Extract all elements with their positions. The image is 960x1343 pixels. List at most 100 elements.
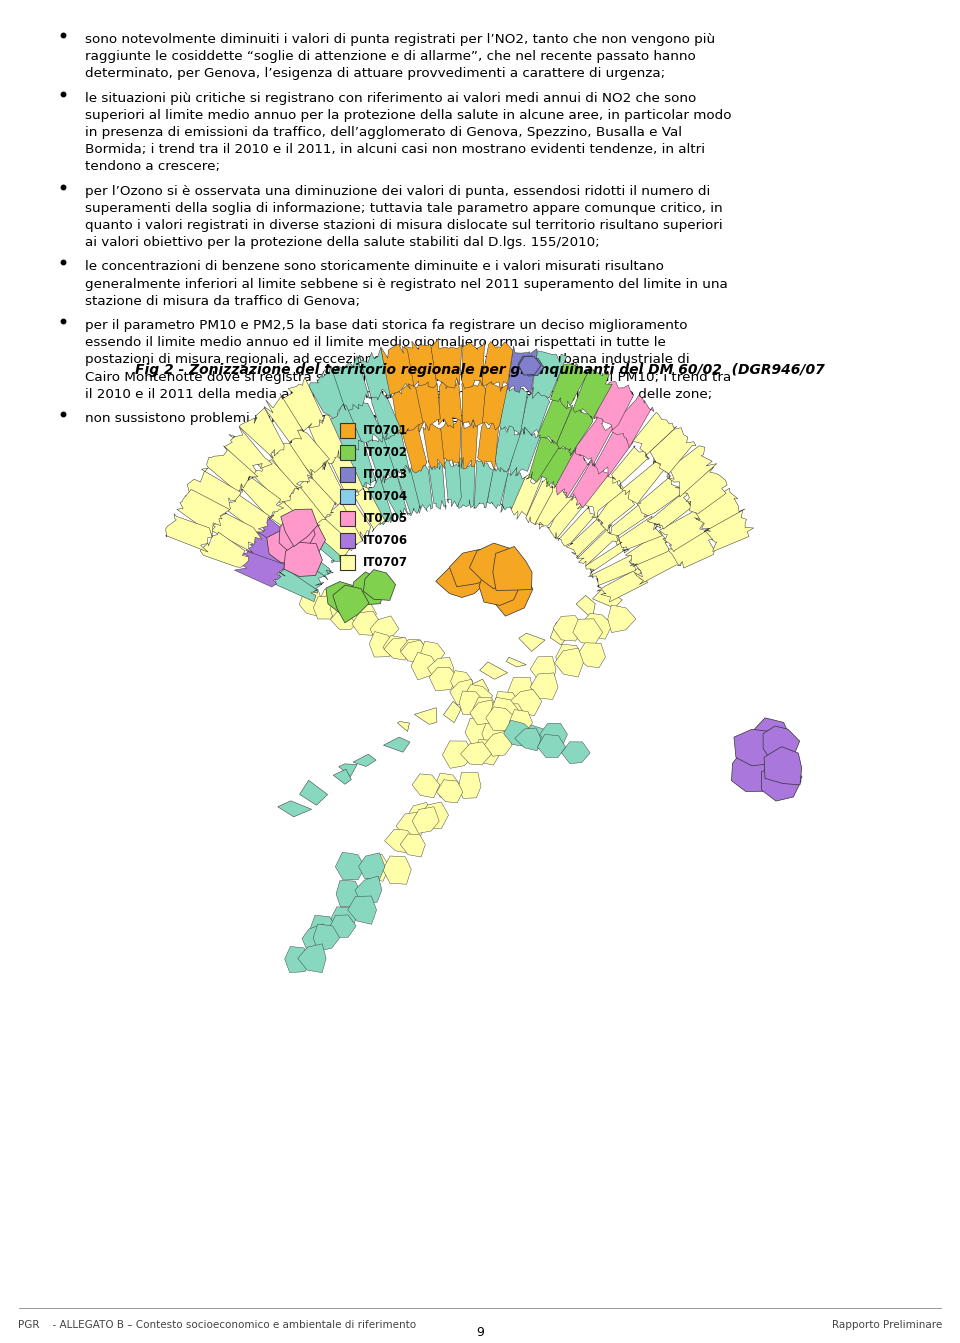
Polygon shape [509, 709, 533, 733]
Polygon shape [492, 547, 532, 591]
Polygon shape [491, 697, 519, 721]
Text: le concentrazioni di benzene sono storicamente diminuite e i valori misurati ris: le concentrazioni di benzene sono storic… [85, 261, 664, 274]
Polygon shape [761, 761, 801, 800]
Polygon shape [558, 505, 598, 547]
Polygon shape [360, 477, 395, 525]
Polygon shape [279, 555, 328, 590]
Polygon shape [490, 571, 533, 616]
Polygon shape [415, 708, 437, 724]
Polygon shape [459, 458, 475, 509]
Polygon shape [530, 657, 556, 684]
Polygon shape [518, 633, 545, 651]
Text: sono notevolmente diminuiti i valori di punta registrati per l’NO2, tanto che no: sono notevolmente diminuiti i valori di … [85, 34, 715, 46]
Polygon shape [383, 855, 411, 884]
Polygon shape [456, 693, 485, 708]
Text: per l’Ozono si è osservata una diminuzione dei valori di punta, essendosi ridott: per l’Ozono si è osservata una diminuzio… [85, 184, 710, 197]
Polygon shape [488, 465, 509, 509]
Polygon shape [510, 427, 540, 477]
Polygon shape [634, 549, 682, 584]
Polygon shape [350, 486, 385, 532]
Polygon shape [234, 552, 286, 587]
Polygon shape [508, 677, 533, 704]
Polygon shape [320, 501, 363, 549]
Polygon shape [469, 700, 494, 725]
Polygon shape [586, 541, 629, 579]
Polygon shape [284, 543, 323, 576]
Polygon shape [518, 356, 539, 375]
Polygon shape [308, 415, 345, 465]
Text: determinato, per Genova, l’esigenza di attuare provvedimenti a carattere di urge: determinato, per Genova, l’esigenza di a… [85, 67, 665, 81]
Polygon shape [526, 478, 553, 525]
Polygon shape [474, 461, 493, 509]
Polygon shape [554, 450, 591, 498]
Polygon shape [313, 596, 337, 619]
Polygon shape [485, 709, 515, 736]
Polygon shape [486, 706, 516, 731]
Polygon shape [422, 422, 445, 469]
Polygon shape [384, 638, 411, 661]
Text: ai valori obiettivo per la protezione della salute stabiliti dal D.lgs. 155/2010: ai valori obiettivo per la protezione de… [85, 236, 600, 250]
Bar [340, 555, 355, 569]
Polygon shape [309, 367, 346, 419]
Polygon shape [522, 725, 550, 751]
Polygon shape [291, 524, 325, 560]
Polygon shape [412, 807, 440, 834]
Polygon shape [310, 916, 337, 941]
Polygon shape [365, 432, 395, 483]
Polygon shape [449, 680, 474, 705]
Text: IT0701: IT0701 [363, 424, 408, 436]
Polygon shape [705, 510, 754, 552]
Polygon shape [224, 489, 270, 532]
Polygon shape [380, 471, 408, 520]
Text: in presenza di emissioni da traffico, dell’agglomerato di Genova, Spezzino, Busa: in presenza di emissioni da traffico, de… [85, 126, 682, 138]
Polygon shape [494, 424, 520, 473]
Polygon shape [553, 615, 585, 641]
Polygon shape [411, 653, 437, 680]
Bar [340, 489, 355, 504]
Polygon shape [480, 662, 508, 680]
Polygon shape [300, 592, 323, 616]
Bar [340, 510, 355, 526]
Text: IT0706: IT0706 [363, 535, 408, 547]
Polygon shape [358, 853, 385, 880]
Polygon shape [329, 356, 370, 411]
Polygon shape [353, 755, 376, 767]
Polygon shape [558, 623, 581, 638]
Polygon shape [763, 727, 800, 764]
Polygon shape [484, 731, 512, 756]
Polygon shape [539, 445, 577, 486]
Polygon shape [667, 529, 714, 568]
Polygon shape [482, 720, 508, 748]
Polygon shape [464, 685, 492, 706]
Polygon shape [412, 774, 440, 798]
Polygon shape [385, 829, 416, 853]
Polygon shape [313, 924, 340, 951]
Polygon shape [330, 608, 360, 630]
Polygon shape [439, 377, 462, 428]
Polygon shape [246, 533, 291, 569]
Polygon shape [335, 853, 365, 880]
Polygon shape [311, 461, 348, 505]
Polygon shape [750, 747, 791, 786]
Text: Rapporto Preliminare: Rapporto Preliminare [831, 1320, 942, 1330]
Polygon shape [518, 356, 541, 375]
Text: generalmente inferiori al limite sebbene si è registrato nel 2011 superamento de: generalmente inferiori al limite sebbene… [85, 278, 728, 290]
Polygon shape [608, 501, 650, 543]
Polygon shape [339, 764, 357, 776]
Polygon shape [330, 915, 356, 937]
Polygon shape [647, 490, 694, 529]
Polygon shape [620, 457, 665, 504]
Polygon shape [475, 740, 501, 766]
Polygon shape [555, 649, 584, 677]
Polygon shape [473, 697, 496, 720]
Polygon shape [267, 530, 300, 563]
Polygon shape [408, 802, 434, 830]
Bar [340, 423, 355, 438]
Text: tendono a crescere;: tendono a crescere; [85, 160, 220, 173]
Polygon shape [504, 720, 535, 747]
Polygon shape [612, 446, 649, 489]
Polygon shape [319, 590, 347, 614]
Polygon shape [459, 692, 486, 714]
Polygon shape [694, 488, 745, 532]
Polygon shape [576, 595, 595, 619]
